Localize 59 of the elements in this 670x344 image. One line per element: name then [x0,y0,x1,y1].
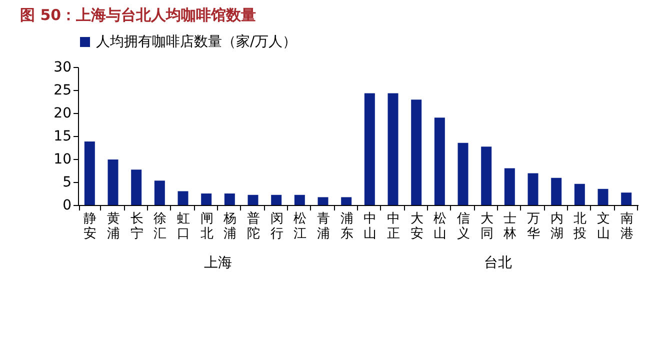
bar [528,173,538,205]
bar [481,146,492,205]
bar [341,197,352,205]
x-tick-label: 中山 [364,212,377,242]
x-tick-label: 青浦 [317,212,330,242]
bar [621,192,632,205]
bar [411,100,422,205]
y-tick-label: 15 [54,128,72,144]
x-tick-label: 长宁 [130,212,144,242]
x-tick-label: 松江 [294,212,307,242]
x-tick-label: 浦东 [340,212,354,242]
bar [388,93,398,205]
x-tick-label: 闸北 [200,212,214,242]
y-tick-label: 0 [62,198,72,214]
x-tick-label: 杨浦 [222,212,237,242]
text: 台北 [484,255,512,271]
x-tick-label: 内湖 [550,212,564,242]
y-tick-label: 20 [54,106,72,122]
bar [224,194,235,205]
x-tick-label: 文山 [597,212,610,242]
x-tick-label: 静安 [84,212,97,242]
bar [434,118,445,205]
bar [294,194,305,205]
text: 上海 [204,255,232,271]
x-tick-label: 南港 [620,212,634,242]
x-tick-label: 闵行 [270,212,284,242]
x-tick-label: 徐汇 [154,212,167,242]
bar [574,184,585,205]
x-tick-label: 大同 [480,212,494,242]
bar [458,142,468,205]
x-tick-label: 普陀 [247,210,260,242]
bar [364,93,375,205]
bar [154,180,165,205]
x-tick-label: 黄浦 [107,212,120,242]
x-tick-label: 北投 [572,212,587,242]
x-tick-label: 松山 [434,212,447,242]
bar [551,178,562,205]
y-tick-label: 10 [54,152,72,168]
y-tick-label: 25 [54,82,72,98]
bar [598,188,608,205]
bar [84,142,95,205]
bar [271,194,282,205]
bar [108,159,118,205]
bar [201,194,212,205]
bar [504,168,515,205]
x-tick-label: 信义 [457,212,470,242]
x-tick-label: 大安 [410,212,424,242]
bar [131,170,142,205]
x-tick-label: 士林 [502,212,517,242]
y-tick-label: 5 [62,174,72,190]
x-tick-label: 万华 [527,212,540,242]
x-tick-label: 中正 [387,212,400,242]
y-tick-label: 30 [54,60,72,76]
chart-title: 图 50：上海与台北人均咖啡馆数量 [20,6,256,24]
bar [248,194,258,205]
x-tick-label: 虹口 [177,212,190,242]
bar [178,191,188,205]
bar [318,197,328,205]
legend-label: 人均拥有咖啡店数量（家/万人） [96,34,297,50]
